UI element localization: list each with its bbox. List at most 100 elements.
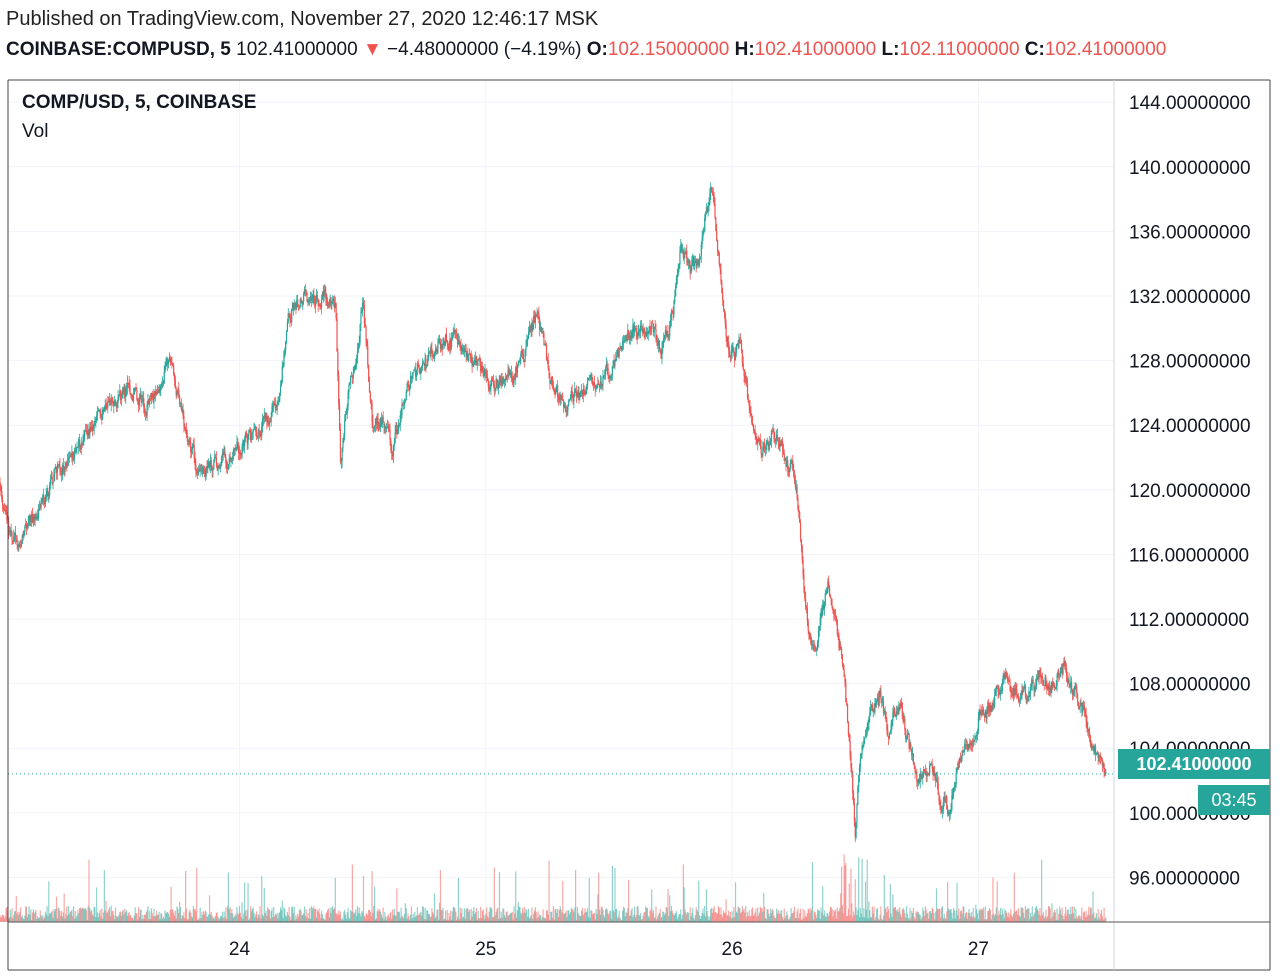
volume-bar [580,915,582,922]
volume-legend[interactable]: Vol [22,121,49,142]
candle-body [490,380,492,389]
volume-bar [575,919,578,922]
volume-bar [1053,912,1055,922]
candle-body [230,458,232,461]
candle-body [95,420,97,422]
volume-bar [1063,919,1065,922]
volume-bar [627,908,629,922]
volume-bar [199,907,201,922]
volume-bar [562,880,564,922]
candle-body [80,442,82,450]
candle-body [984,711,986,717]
volume-bar [708,919,710,922]
volume-bar [29,914,31,922]
candle-body [1085,714,1087,723]
volume-bar [322,917,324,922]
volume-bar [1060,914,1062,922]
candle-body [96,415,98,421]
candle-body [836,619,838,634]
volume-bar [865,909,867,922]
volume-bar [5,908,7,922]
volume-bar [432,912,434,922]
volume-bar [402,916,404,922]
volume-bar [369,911,371,922]
volume-bar [1102,919,1104,922]
candle-body [788,469,790,473]
volume-bar [355,909,357,922]
volume-bar [49,913,51,922]
volume-bar [1101,916,1104,922]
candle-body [188,440,190,442]
volume-bar [32,909,34,922]
volume-bar [1075,908,1077,922]
volume-bar [206,916,208,922]
candle-body [1057,671,1059,676]
volume-bar [471,916,473,922]
candle-body [882,701,884,703]
volume-bar [91,914,94,922]
candle-body [858,774,860,788]
candle-body [585,390,587,394]
volume-bar [108,909,110,922]
volume-bar [532,918,534,922]
volume-bar [787,915,789,922]
volume-bar [483,915,485,922]
candle-body [1017,695,1019,698]
volume-bar [1012,916,1014,922]
candle-body [193,444,195,458]
candle-body [263,415,265,417]
volume-bar [971,917,974,922]
volume-bar [741,906,743,922]
candle-body [458,340,460,343]
candle-body [626,338,628,341]
volume-bar [168,916,170,922]
candle-body [457,340,460,345]
volume-bar [276,913,278,922]
candle-body [929,765,931,775]
candle-body [486,373,488,377]
volume-bar [896,911,898,922]
volume-bar [811,861,814,922]
volume-bar [161,913,163,922]
candle-body [317,298,319,305]
volume-bar [608,914,610,922]
volume-bar [698,880,700,922]
candle-body [135,387,137,390]
volume-bar [1056,908,1058,922]
candle-body [209,460,212,467]
volume-bar [270,911,272,922]
candle-body [1027,699,1029,701]
candle-body [236,441,238,448]
candle-body [208,462,210,464]
candle-body [645,334,647,336]
candle-body [172,363,174,366]
candle-body [617,350,619,357]
candle-body [468,353,471,355]
candle-body [613,361,615,366]
volume-bar [662,911,664,922]
volume-bar [755,908,757,922]
candle-body [8,531,11,533]
candle-body [335,303,337,319]
candle-body [917,778,920,783]
volume-bar [302,914,304,922]
volume-bar [239,912,241,922]
volume-bar [567,910,569,922]
candle-body [434,349,436,353]
candle-body [816,648,818,650]
candle-body [705,207,708,215]
volume-bar [614,868,616,922]
volume-bar [179,907,182,922]
volume-bar [573,912,575,922]
volume-bar [584,908,586,922]
candle-body [636,332,638,338]
candle-body [1067,679,1069,683]
volume-bar [899,907,901,922]
candle-body [634,328,637,330]
volume-bar [321,910,323,922]
candle-body [101,414,103,420]
volume-bar [280,909,283,922]
volume-bar [935,911,937,922]
chart-legend-title[interactable]: COMP/USD, 5, COINBASE [22,92,257,113]
